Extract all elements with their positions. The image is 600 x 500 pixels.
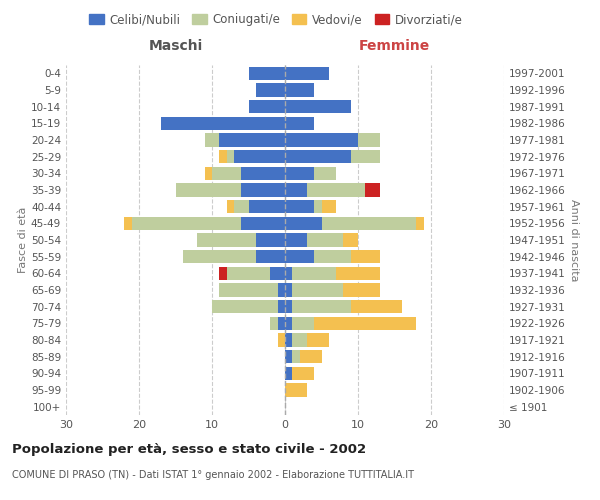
Bar bbox=[278, 316, 285, 330]
Bar bbox=[241, 166, 285, 180]
Bar bbox=[256, 250, 285, 264]
Bar bbox=[285, 250, 314, 264]
Bar bbox=[220, 266, 227, 280]
Bar bbox=[292, 334, 307, 346]
Bar bbox=[205, 134, 220, 146]
Bar bbox=[292, 300, 351, 314]
Bar bbox=[314, 316, 416, 330]
Bar bbox=[285, 66, 329, 80]
Bar bbox=[350, 250, 380, 264]
Bar bbox=[227, 200, 234, 213]
Bar bbox=[285, 116, 314, 130]
Bar bbox=[278, 284, 285, 296]
Bar bbox=[285, 184, 307, 196]
Bar bbox=[322, 216, 416, 230]
Text: Femmine: Femmine bbox=[359, 40, 430, 54]
Bar bbox=[248, 200, 285, 213]
Bar bbox=[205, 166, 212, 180]
Bar bbox=[256, 84, 285, 96]
Bar bbox=[343, 234, 358, 246]
Bar bbox=[416, 216, 424, 230]
Bar bbox=[350, 300, 402, 314]
Bar bbox=[234, 150, 285, 164]
Bar bbox=[292, 350, 299, 364]
Bar bbox=[285, 316, 292, 330]
Text: Maschi: Maschi bbox=[148, 40, 203, 54]
Bar bbox=[271, 266, 285, 280]
Bar bbox=[307, 234, 343, 246]
Bar bbox=[285, 200, 314, 213]
Bar bbox=[271, 316, 278, 330]
Bar bbox=[285, 234, 307, 246]
Bar bbox=[176, 184, 241, 196]
Text: COMUNE DI PRASO (TN) - Dati ISTAT 1° gennaio 2002 - Elaborazione TUTTITALIA.IT: COMUNE DI PRASO (TN) - Dati ISTAT 1° gen… bbox=[12, 470, 414, 480]
Bar bbox=[343, 284, 380, 296]
Bar bbox=[132, 216, 241, 230]
Bar bbox=[285, 100, 350, 114]
Bar bbox=[292, 284, 343, 296]
Legend: Celibi/Nubili, Coniugati/e, Vedovi/e, Divorziati/e: Celibi/Nubili, Coniugati/e, Vedovi/e, Di… bbox=[85, 8, 467, 31]
Bar bbox=[234, 200, 248, 213]
Bar bbox=[322, 200, 336, 213]
Bar bbox=[256, 234, 285, 246]
Bar bbox=[241, 216, 285, 230]
Bar bbox=[314, 250, 350, 264]
Y-axis label: Fasce di età: Fasce di età bbox=[18, 207, 28, 273]
Bar bbox=[285, 334, 292, 346]
Bar bbox=[161, 116, 285, 130]
Bar bbox=[248, 100, 285, 114]
Bar bbox=[285, 300, 292, 314]
Bar bbox=[220, 150, 227, 164]
Bar bbox=[212, 166, 241, 180]
Bar bbox=[124, 216, 132, 230]
Bar bbox=[285, 166, 314, 180]
Bar bbox=[285, 384, 307, 396]
Bar bbox=[278, 300, 285, 314]
Bar bbox=[285, 84, 314, 96]
Bar bbox=[183, 250, 256, 264]
Bar bbox=[241, 184, 285, 196]
Bar bbox=[292, 316, 314, 330]
Bar bbox=[220, 134, 285, 146]
Bar bbox=[314, 200, 322, 213]
Bar bbox=[227, 266, 271, 280]
Bar bbox=[285, 350, 292, 364]
Bar bbox=[285, 216, 322, 230]
Bar bbox=[220, 284, 278, 296]
Bar bbox=[197, 234, 256, 246]
Bar bbox=[350, 150, 380, 164]
Bar bbox=[358, 134, 380, 146]
Bar bbox=[307, 184, 365, 196]
Bar bbox=[285, 150, 350, 164]
Text: Popolazione per età, sesso e stato civile - 2002: Popolazione per età, sesso e stato civil… bbox=[12, 442, 366, 456]
Bar bbox=[365, 184, 380, 196]
Bar bbox=[278, 334, 285, 346]
Bar bbox=[285, 266, 292, 280]
Bar bbox=[336, 266, 380, 280]
Bar bbox=[307, 334, 329, 346]
Bar bbox=[212, 300, 278, 314]
Bar bbox=[292, 266, 336, 280]
Bar bbox=[314, 166, 336, 180]
Bar bbox=[299, 350, 322, 364]
Bar bbox=[285, 366, 292, 380]
Bar bbox=[227, 150, 234, 164]
Y-axis label: Anni di nascita: Anni di nascita bbox=[569, 198, 579, 281]
Bar bbox=[285, 134, 358, 146]
Bar bbox=[248, 66, 285, 80]
Bar bbox=[292, 366, 314, 380]
Bar bbox=[285, 284, 292, 296]
